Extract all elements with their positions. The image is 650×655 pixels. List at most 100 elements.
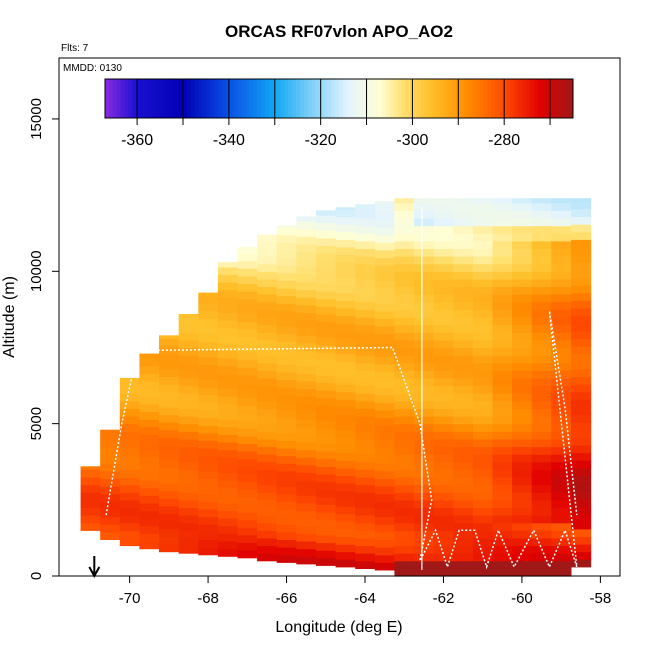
heatmap-cell <box>159 445 180 454</box>
colorbar-segment <box>374 79 379 118</box>
heatmap-cell <box>296 426 317 435</box>
heatmap-cell <box>237 367 258 376</box>
heatmap-cell <box>531 301 552 310</box>
heatmap-cell <box>335 300 356 309</box>
heatmap-cell <box>531 248 552 257</box>
heatmap-cell <box>316 298 337 307</box>
heatmap-cell <box>355 355 376 364</box>
heatmap-cell <box>316 527 337 536</box>
colorbar-segment <box>167 79 172 118</box>
heatmap-cell <box>355 492 376 501</box>
heatmap-cell <box>433 225 454 234</box>
heatmap-cell <box>571 368 592 377</box>
heatmap-cell <box>198 432 219 441</box>
heatmap-cell <box>355 416 376 425</box>
heatmap-cell <box>394 278 415 288</box>
heatmap-cell <box>551 568 572 577</box>
heatmap-cell <box>433 499 454 508</box>
heatmap-cell <box>374 455 395 464</box>
heatmap-cell <box>296 457 317 466</box>
heatmap-cell <box>433 355 454 364</box>
heatmap-cell <box>198 455 219 464</box>
heatmap-cell <box>335 475 356 484</box>
heatmap-cell <box>316 245 337 254</box>
heatmap-cell <box>394 317 415 326</box>
colorbar-segment <box>389 79 395 118</box>
heatmap-cell <box>414 355 435 364</box>
heatmap-cell <box>512 218 533 227</box>
heatmap-cell <box>335 207 356 210</box>
heatmap-cell <box>374 318 395 327</box>
heatmap-cell <box>453 393 474 402</box>
heatmap-cell <box>217 297 239 306</box>
heatmap-cell <box>531 469 552 478</box>
colorbar-segment <box>526 79 531 118</box>
heatmap-cell <box>217 350 239 359</box>
heatmap-cell <box>551 431 572 440</box>
heatmap-cell <box>374 242 395 251</box>
colorbar-segment <box>534 79 539 118</box>
heatmap-cell <box>433 522 454 531</box>
heatmap-cell <box>237 519 258 528</box>
heatmap-cell <box>257 286 278 295</box>
heatmap-cell <box>217 518 239 527</box>
heatmap-cell <box>335 467 356 476</box>
heatmap-cell <box>237 246 258 254</box>
heatmap-cell <box>394 461 415 470</box>
heatmap-cell <box>472 545 494 554</box>
heatmap-cell <box>139 449 160 458</box>
heatmap-cell <box>472 408 494 417</box>
heatmap-cell <box>198 341 219 350</box>
heatmap-cell <box>296 403 317 412</box>
x-axis: -70 -68 -66 -64 -62 -60 -58 <box>119 576 611 607</box>
heatmap-cell <box>139 480 160 489</box>
heatmap-cell <box>492 256 513 265</box>
heatmap-cell <box>414 263 435 272</box>
heatmap-cell <box>453 507 474 516</box>
heatmap-cell <box>571 544 592 553</box>
heatmap-cell <box>414 553 435 562</box>
heatmap-cell <box>296 441 317 451</box>
heatmap-cell <box>355 362 376 371</box>
heatmap-cell <box>217 282 239 291</box>
heatmap-cell <box>531 438 552 448</box>
colorbar-segment <box>452 79 457 118</box>
heatmap-cell <box>159 376 180 385</box>
heatmap-cell <box>119 461 140 470</box>
heatmap-cell <box>453 240 474 249</box>
heatmap-cell <box>374 219 395 228</box>
heatmap-cell <box>237 352 258 361</box>
heatmap-cell <box>237 489 258 498</box>
heatmap-cell <box>571 208 592 217</box>
heatmap-cell <box>512 560 533 569</box>
heatmap-cell <box>257 492 278 501</box>
heatmap-cell <box>296 396 317 405</box>
heatmap-cell <box>453 545 474 554</box>
colorbar-segment <box>549 79 554 118</box>
heatmap-cell <box>531 537 552 547</box>
heatmap-cell <box>433 362 454 371</box>
heatmap-cell <box>237 275 258 285</box>
heatmap-cell <box>414 507 435 516</box>
heatmap-cell <box>198 402 219 411</box>
heatmap-cell <box>335 391 356 400</box>
heatmap-cell <box>394 423 415 432</box>
heatmap-cell <box>276 257 297 266</box>
heatmap-cell <box>355 515 376 524</box>
colorbar-segment <box>151 79 157 118</box>
heatmap-cell <box>178 423 199 432</box>
heatmap-cell <box>276 516 297 525</box>
heatmap-cell <box>374 493 395 502</box>
colorbar-segment <box>280 79 285 118</box>
heatmap-cell <box>217 464 239 473</box>
heatmap-cell <box>198 440 219 449</box>
plot-area <box>80 198 592 579</box>
heatmap-cell <box>198 310 219 320</box>
heatmap-cell <box>394 294 415 303</box>
heatmap-cell <box>394 477 415 486</box>
heatmap-cell <box>571 391 592 400</box>
heatmap-cell <box>551 515 572 524</box>
heatmap-cell <box>316 268 337 277</box>
colorbar-segment <box>354 79 359 118</box>
heatmap-cell <box>355 469 376 478</box>
